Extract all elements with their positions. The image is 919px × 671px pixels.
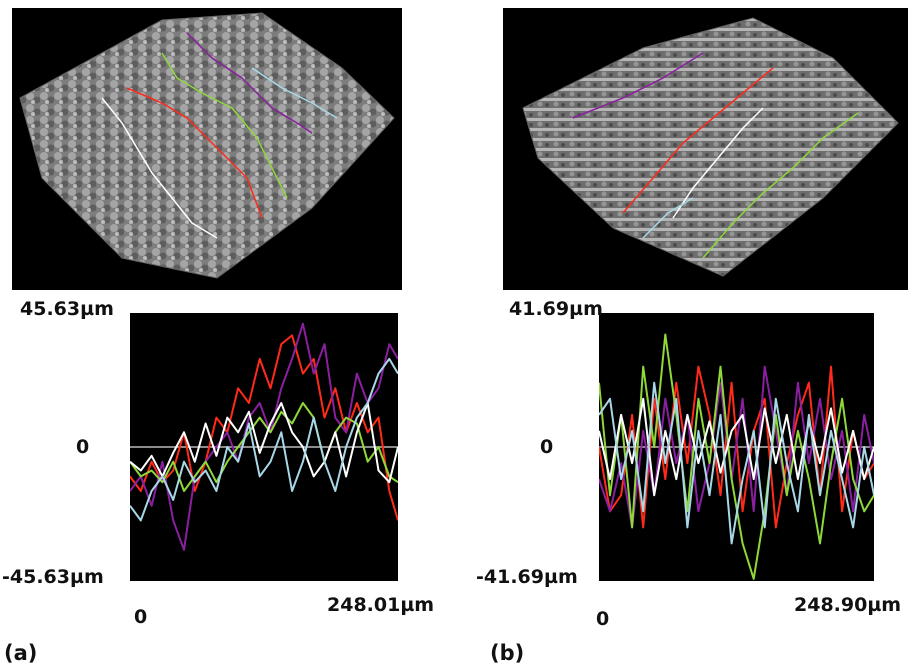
trace-white-b bbox=[672, 107, 764, 219]
series-line-purple-a bbox=[130, 322, 398, 551]
y-zero-label-b: 0 bbox=[540, 436, 554, 458]
surface-mesh-b bbox=[522, 17, 899, 277]
series-line-white-b bbox=[599, 397, 874, 497]
series-line-purple-b bbox=[599, 365, 874, 529]
surface-mesh-a bbox=[19, 12, 395, 279]
surface-render-b bbox=[522, 17, 899, 277]
series-line-white-a bbox=[130, 402, 398, 484]
surface-render-a bbox=[19, 12, 395, 279]
trace-green-a bbox=[161, 52, 288, 199]
series-line-red-b bbox=[599, 365, 874, 529]
trace-white-a bbox=[101, 97, 218, 239]
x-start-label-a: 0 bbox=[134, 606, 148, 628]
trace-purple-a bbox=[186, 32, 313, 134]
profile-plot-a bbox=[130, 313, 398, 581]
trace-blue-a bbox=[251, 67, 338, 119]
x-start-label-b: 0 bbox=[596, 608, 610, 630]
trace-red-b bbox=[622, 67, 774, 214]
surface-image-b bbox=[503, 8, 908, 290]
panel-caption-b: (b) bbox=[490, 641, 525, 665]
surface-image-a bbox=[12, 8, 402, 290]
trace-blue-b bbox=[642, 197, 694, 239]
profile-plot-b bbox=[599, 313, 874, 581]
series-line-lightblue-a bbox=[130, 357, 398, 522]
y-top-label-a: 45.63µm bbox=[20, 298, 114, 320]
trace-red-a bbox=[126, 87, 263, 219]
trace-purple-b bbox=[572, 52, 704, 119]
trace-green-b bbox=[702, 112, 859, 259]
y-top-label-b: 41.69µm bbox=[509, 298, 603, 320]
panel-caption-a: (a) bbox=[4, 641, 38, 665]
x-end-label-b: 248.90µm bbox=[794, 594, 902, 616]
y-zero-label-a: 0 bbox=[76, 436, 90, 458]
x-end-label-a: 248.01µm bbox=[327, 594, 435, 616]
y-bottom-label-b: -41.69µm bbox=[476, 566, 578, 588]
profile-svg-a bbox=[130, 322, 398, 551]
profile-svg-b bbox=[599, 333, 874, 580]
y-bottom-label-a: -45.63µm bbox=[2, 566, 104, 588]
series-line-lightblue-b bbox=[599, 381, 874, 545]
